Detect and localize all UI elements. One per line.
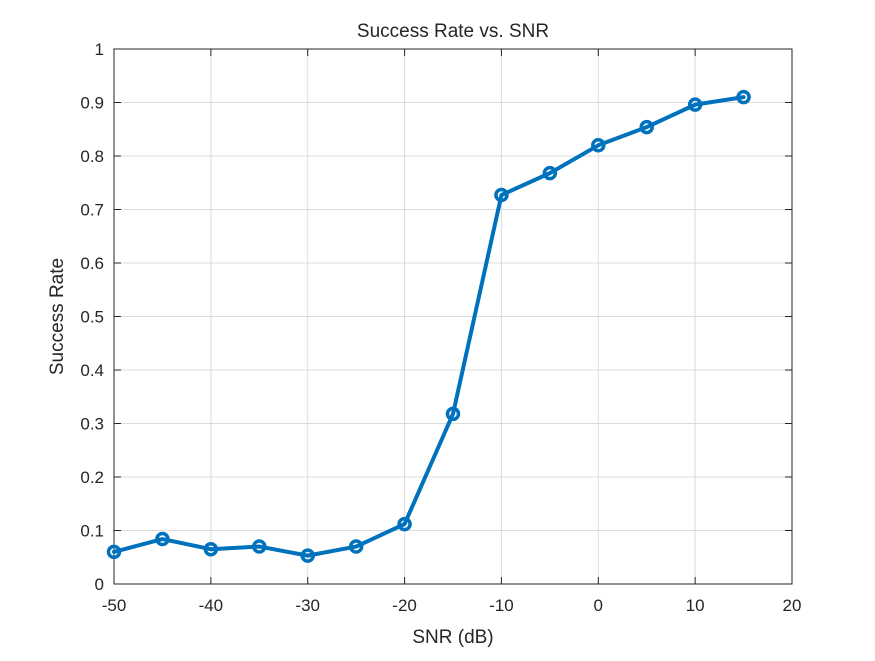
y-axis-label: Success Rate: [47, 258, 68, 375]
x-tick-label: -10: [489, 596, 514, 615]
x-tick-label: -30: [295, 596, 320, 615]
data-point-marker: [155, 531, 170, 547]
y-tick-label: 0.7: [80, 201, 104, 220]
x-tick-label: -20: [392, 596, 417, 615]
y-tick-label: 0: [95, 575, 104, 594]
x-tick-label: 20: [783, 596, 802, 615]
y-tick-label: 0.9: [80, 94, 104, 113]
data-point-marker: [494, 187, 509, 203]
data-point-marker: [687, 97, 703, 112]
data-point-marker: [736, 89, 751, 105]
chart-title: Success Rate vs. SNR: [357, 21, 549, 42]
y-tick-label: 0.4: [80, 361, 104, 380]
y-tick-label: 0.5: [80, 308, 104, 327]
grid: [113, 48, 793, 585]
x-tick-label: 10: [686, 596, 705, 615]
x-axis-ticks: -50 -40 -30 -20 -10 0 10 20: [102, 49, 802, 615]
y-tick-label: 0.3: [80, 415, 104, 434]
data-point-marker: [106, 544, 122, 560]
x-axis-label: SNR (dB): [412, 627, 493, 648]
x-tick-label: -40: [199, 596, 224, 615]
data-point-marker: [252, 539, 267, 554]
data-point-marker: [639, 119, 654, 135]
data-point-marker: [203, 541, 219, 557]
y-tick-label: 0.2: [80, 468, 104, 487]
series: [106, 89, 751, 563]
y-tick-label: 0.6: [80, 254, 104, 273]
data-point-marker: [397, 516, 412, 532]
data-point-marker: [542, 165, 558, 181]
x-tick-label: -50: [102, 596, 127, 615]
series-line: [112, 95, 746, 558]
data-point-marker: [445, 406, 461, 422]
data-point-marker: [591, 138, 606, 153]
data-point-marker: [300, 548, 315, 563]
data-point-marker: [348, 539, 364, 554]
y-tick-label: 1: [95, 40, 104, 59]
y-axis-ticks: 0 0.1 0.2 0.3 0.4 0.5 0.6 0.7 0.8 0.9 1: [80, 40, 792, 594]
x-tick-label: 0: [594, 596, 603, 615]
y-tick-label: 0.8: [80, 147, 104, 166]
y-tick-label: 0.1: [80, 522, 104, 541]
